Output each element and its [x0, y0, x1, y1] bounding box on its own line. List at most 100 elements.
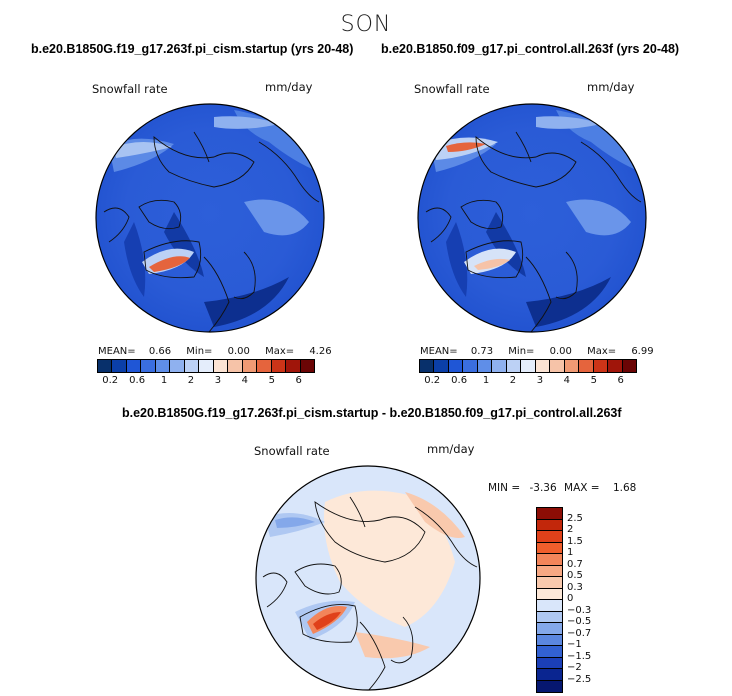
panel1-map-border: [95, 103, 325, 333]
colorbar-swatch: [170, 360, 185, 372]
colorbar-tick-label: 2: [187, 375, 195, 386]
colorbar-swatch: [228, 360, 243, 372]
colorbar-tick-label: 0.6: [129, 375, 146, 386]
panel2-coastline: [465, 240, 524, 279]
colorbar-swatch: [199, 360, 214, 372]
panel1-min-label: Min=: [186, 346, 213, 357]
colorbar-swatch: [537, 623, 562, 635]
colorbar-tick-label: 6: [295, 375, 302, 386]
colorbar-swatch: [477, 360, 493, 372]
diff-coastline: [262, 572, 288, 608]
colorbar-swatch: [537, 669, 562, 681]
panel1-field-band: [114, 142, 172, 158]
colorbar-tick-label: −0.3: [567, 604, 592, 616]
colorbar-tick-label: 2: [509, 375, 517, 386]
colorbar-swatch: [112, 360, 127, 372]
panel1-coastline: [143, 240, 202, 279]
panel2-coastline: [475, 136, 577, 188]
diff-field-band: [355, 632, 430, 659]
colorbar-swatch: [184, 360, 200, 372]
diff-colorbar: [536, 507, 563, 693]
diff-field-band: [324, 490, 455, 627]
colorbar-swatch: [537, 680, 562, 692]
colorbar-tick-label: −1.5: [567, 650, 592, 662]
panel2-variable-label: Snowfall rate: [414, 82, 490, 96]
panel2-mean-value: 0.73: [470, 346, 494, 357]
panel2-field-band: [446, 222, 468, 297]
panel2-colorbar: [419, 359, 637, 373]
colorbar-tick-label: 0.2: [102, 375, 119, 386]
panel2-coastline: [580, 141, 642, 203]
panel1-stats: MEAN= 0.66 Min= 0.00 Max= 4.26: [98, 346, 332, 357]
colorbar-tick-label: 2.5: [567, 512, 583, 524]
panel2-min-label: Min=: [508, 346, 535, 357]
diff-min-value: -3.36: [529, 482, 557, 494]
panel1-coastline: [138, 199, 182, 230]
colorbar-tick-label: 0: [567, 593, 574, 604]
colorbar-swatch: [537, 577, 562, 589]
panel1-colorbar-ticks: 0.2 0.6 1 2 3 4 5 6: [97, 375, 313, 389]
colorbar-tick-label: 2: [567, 524, 574, 535]
colorbar-swatch: [463, 360, 478, 372]
colorbar-swatch: [492, 360, 507, 372]
panel2-max-label: Max=: [587, 346, 617, 357]
colorbar-swatch: [286, 360, 301, 372]
panel2-field-band: [446, 142, 486, 152]
colorbar-swatch: [213, 360, 229, 372]
colorbar-swatch: [535, 360, 551, 372]
colorbar-tick-label: 0.6: [451, 375, 468, 386]
colorbar-tick-label: 4: [241, 375, 249, 386]
colorbar-swatch: [564, 360, 580, 372]
colorbar-swatch: [271, 360, 287, 372]
colorbar-swatch: [537, 634, 562, 646]
panel2-field-band: [474, 258, 510, 270]
diff-field-band: [405, 492, 465, 538]
colorbar-swatch: [300, 360, 315, 372]
colorbar-tick-label: 3: [536, 375, 544, 386]
colorbar-swatch: [537, 611, 562, 623]
diff-max-label: MAX =: [564, 482, 600, 494]
colorbar-swatch: [622, 360, 637, 372]
colorbar-swatch: [537, 600, 562, 612]
panel1-field-band: [124, 222, 146, 297]
panel1-field-band: [244, 199, 309, 236]
colorbar-swatch: [434, 360, 449, 372]
panel1-case-title: b.e20.B1850G.f19_g17.263f.pi_cism.startu…: [31, 42, 354, 56]
colorbar-swatch: [521, 360, 536, 372]
colorbar-tick-label: −0.7: [567, 627, 592, 639]
panel2-min-value: 0.00: [549, 346, 572, 357]
colorbar-tick-label: −2.5: [567, 673, 592, 685]
panel2-units-label: mm/day: [587, 80, 635, 94]
colorbar-swatch: [506, 360, 522, 372]
colorbar-tick-label: 5: [590, 375, 597, 386]
diff-case-title: b.e20.B1850G.f19_g17.263f.pi_cism.startu…: [122, 406, 622, 420]
colorbar-swatch: [550, 360, 565, 372]
panel1-field-band: [204, 277, 289, 327]
colorbar-swatch: [537, 519, 562, 531]
colorbar-swatch: [126, 360, 142, 372]
panel1-colorbar: [97, 359, 315, 373]
colorbar-swatch: [537, 565, 562, 577]
colorbar-swatch: [537, 508, 562, 520]
diff-coastline: [390, 616, 414, 664]
colorbar-tick-label: 6: [617, 375, 624, 386]
diff-coastline: [414, 506, 478, 568]
panel1-mean-label: MEAN=: [98, 346, 136, 357]
colorbar-swatch: [537, 531, 562, 543]
diff-stats: MIN = -3.36 MAX = 1.68: [488, 482, 636, 494]
colorbar-tick-label: −2: [567, 662, 582, 673]
diff-max-value: 1.68: [612, 482, 637, 494]
panel2-field-band: [536, 116, 601, 129]
colorbar-swatch: [141, 360, 156, 372]
colorbar-swatch: [537, 657, 562, 669]
colorbar-swatch: [537, 554, 562, 566]
colorbar-tick-label: 1: [567, 547, 574, 558]
panel2-colorbar-ticks: 0.2 0.6 1 2 3 4 5 6: [419, 375, 635, 389]
colorbar-tick-label: −0.5: [567, 616, 592, 627]
panel1-mean-value: 0.66: [148, 346, 172, 357]
colorbar-swatch: [420, 360, 435, 372]
colorbar-swatch: [155, 360, 171, 372]
diff-units-label: mm/day: [427, 442, 475, 456]
colorbar-swatch: [608, 360, 623, 372]
panel2-coastline: [460, 199, 504, 230]
